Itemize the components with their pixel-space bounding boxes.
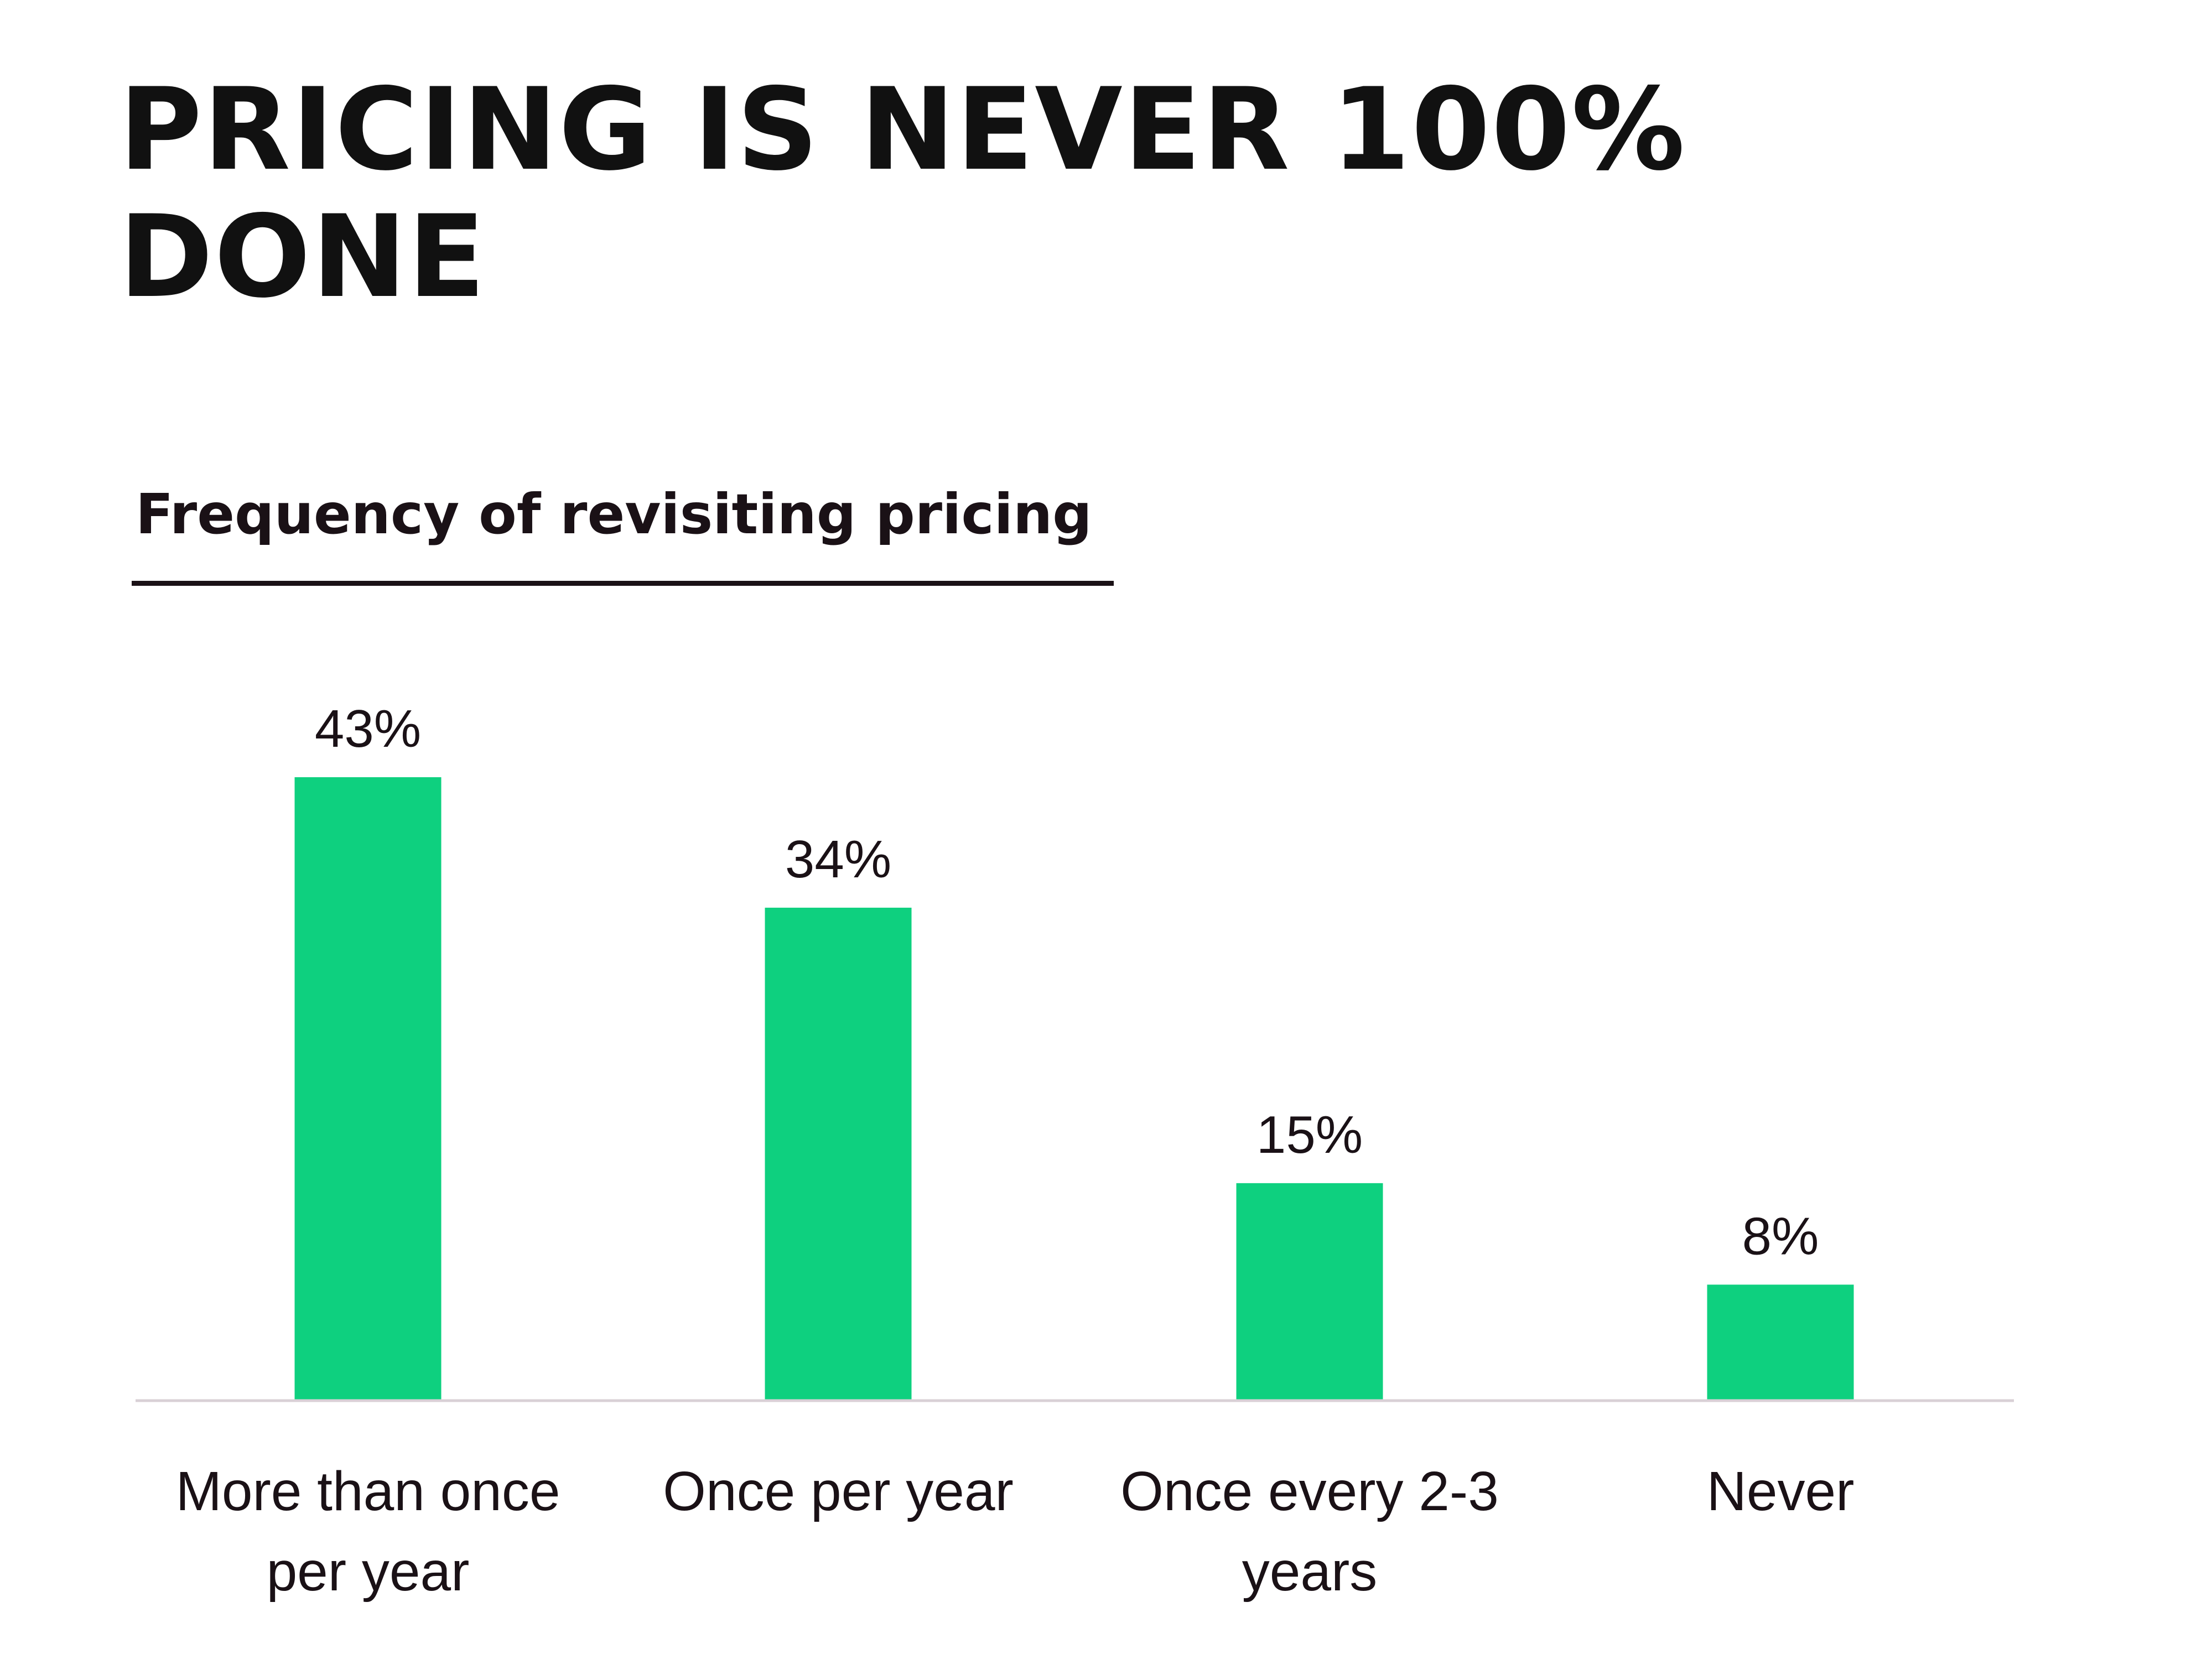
category-label-line: Once per year (663, 1460, 1014, 1522)
category-label-3: Never (1707, 1460, 1855, 1522)
bar-value-label-0: 43% (315, 699, 421, 758)
category-label-line: Never (1707, 1460, 1855, 1522)
category-label-line: More than once (176, 1460, 560, 1522)
category-label-line: Once every 2-3 (1120, 1460, 1499, 1522)
bar-1 (765, 907, 912, 1401)
bar-2 (1236, 1183, 1383, 1401)
category-label-line: years (1242, 1541, 1378, 1603)
category-label-1: Once per year (663, 1460, 1014, 1522)
page-headline: PRICING IS NEVER 100% DONE (119, 64, 1686, 323)
chart-title-underline (132, 581, 1114, 586)
bar-value-label-1: 34% (785, 830, 891, 889)
bar-value-label-3: 8% (1742, 1206, 1819, 1266)
bar-0 (294, 777, 442, 1401)
category-label-2: Once every 2-3 years (1120, 1460, 1499, 1603)
category-label-line: per year (267, 1541, 470, 1603)
bar-value-label-2: 15% (1256, 1105, 1363, 1164)
category-label-0: More than once per year (176, 1460, 560, 1603)
chart-title: Frequency of revisiting pricing (136, 482, 1092, 547)
bar-3 (1707, 1284, 1854, 1401)
